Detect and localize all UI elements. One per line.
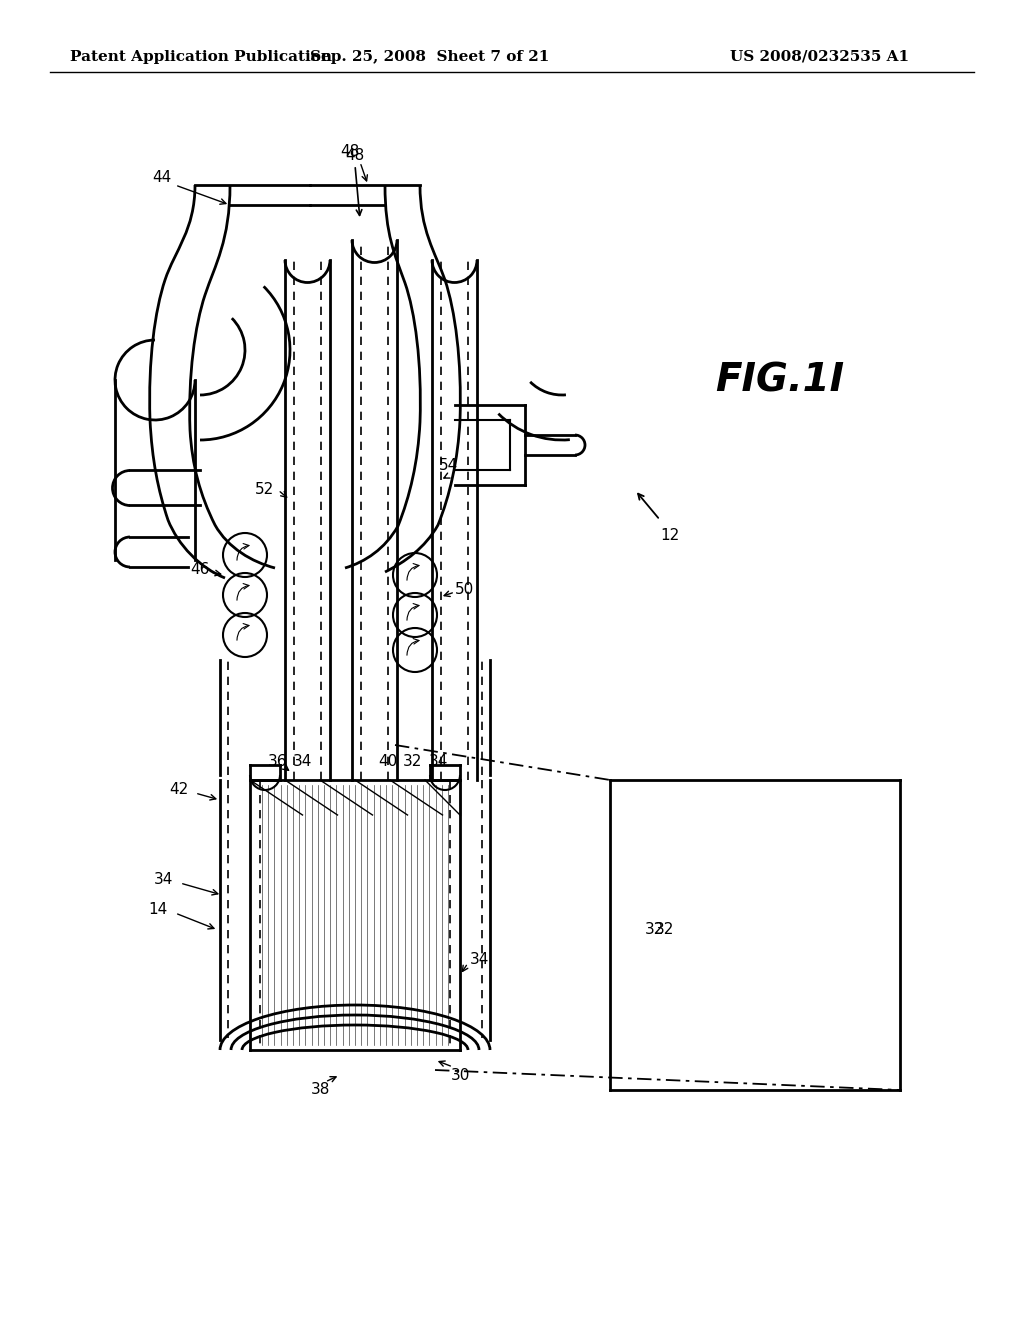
Text: 14: 14 (148, 903, 168, 917)
Text: 44: 44 (153, 170, 172, 186)
Text: 48: 48 (345, 148, 365, 162)
Text: 46: 46 (190, 562, 210, 578)
Text: 34: 34 (470, 953, 489, 968)
Text: 32: 32 (645, 923, 665, 937)
Text: 12: 12 (660, 528, 680, 543)
Text: 50: 50 (456, 582, 475, 598)
Text: 42: 42 (169, 783, 188, 797)
Text: US 2008/0232535 A1: US 2008/0232535 A1 (730, 50, 909, 63)
Text: Patent Application Publication: Patent Application Publication (70, 50, 332, 63)
Text: 34: 34 (154, 873, 173, 887)
Text: Sep. 25, 2008  Sheet 7 of 21: Sep. 25, 2008 Sheet 7 of 21 (310, 50, 550, 63)
Text: 38: 38 (310, 1082, 330, 1097)
Text: 32: 32 (402, 755, 422, 770)
Text: 40: 40 (379, 755, 397, 770)
Text: 30: 30 (451, 1068, 470, 1082)
Text: 54: 54 (438, 458, 458, 473)
Text: FIG.1I: FIG.1I (716, 360, 845, 399)
Text: 36: 36 (268, 755, 288, 770)
Text: 52: 52 (255, 483, 274, 498)
Text: 34: 34 (428, 755, 447, 770)
Text: 48: 48 (340, 144, 359, 160)
Text: 34: 34 (293, 755, 312, 770)
Text: 32: 32 (655, 923, 675, 937)
